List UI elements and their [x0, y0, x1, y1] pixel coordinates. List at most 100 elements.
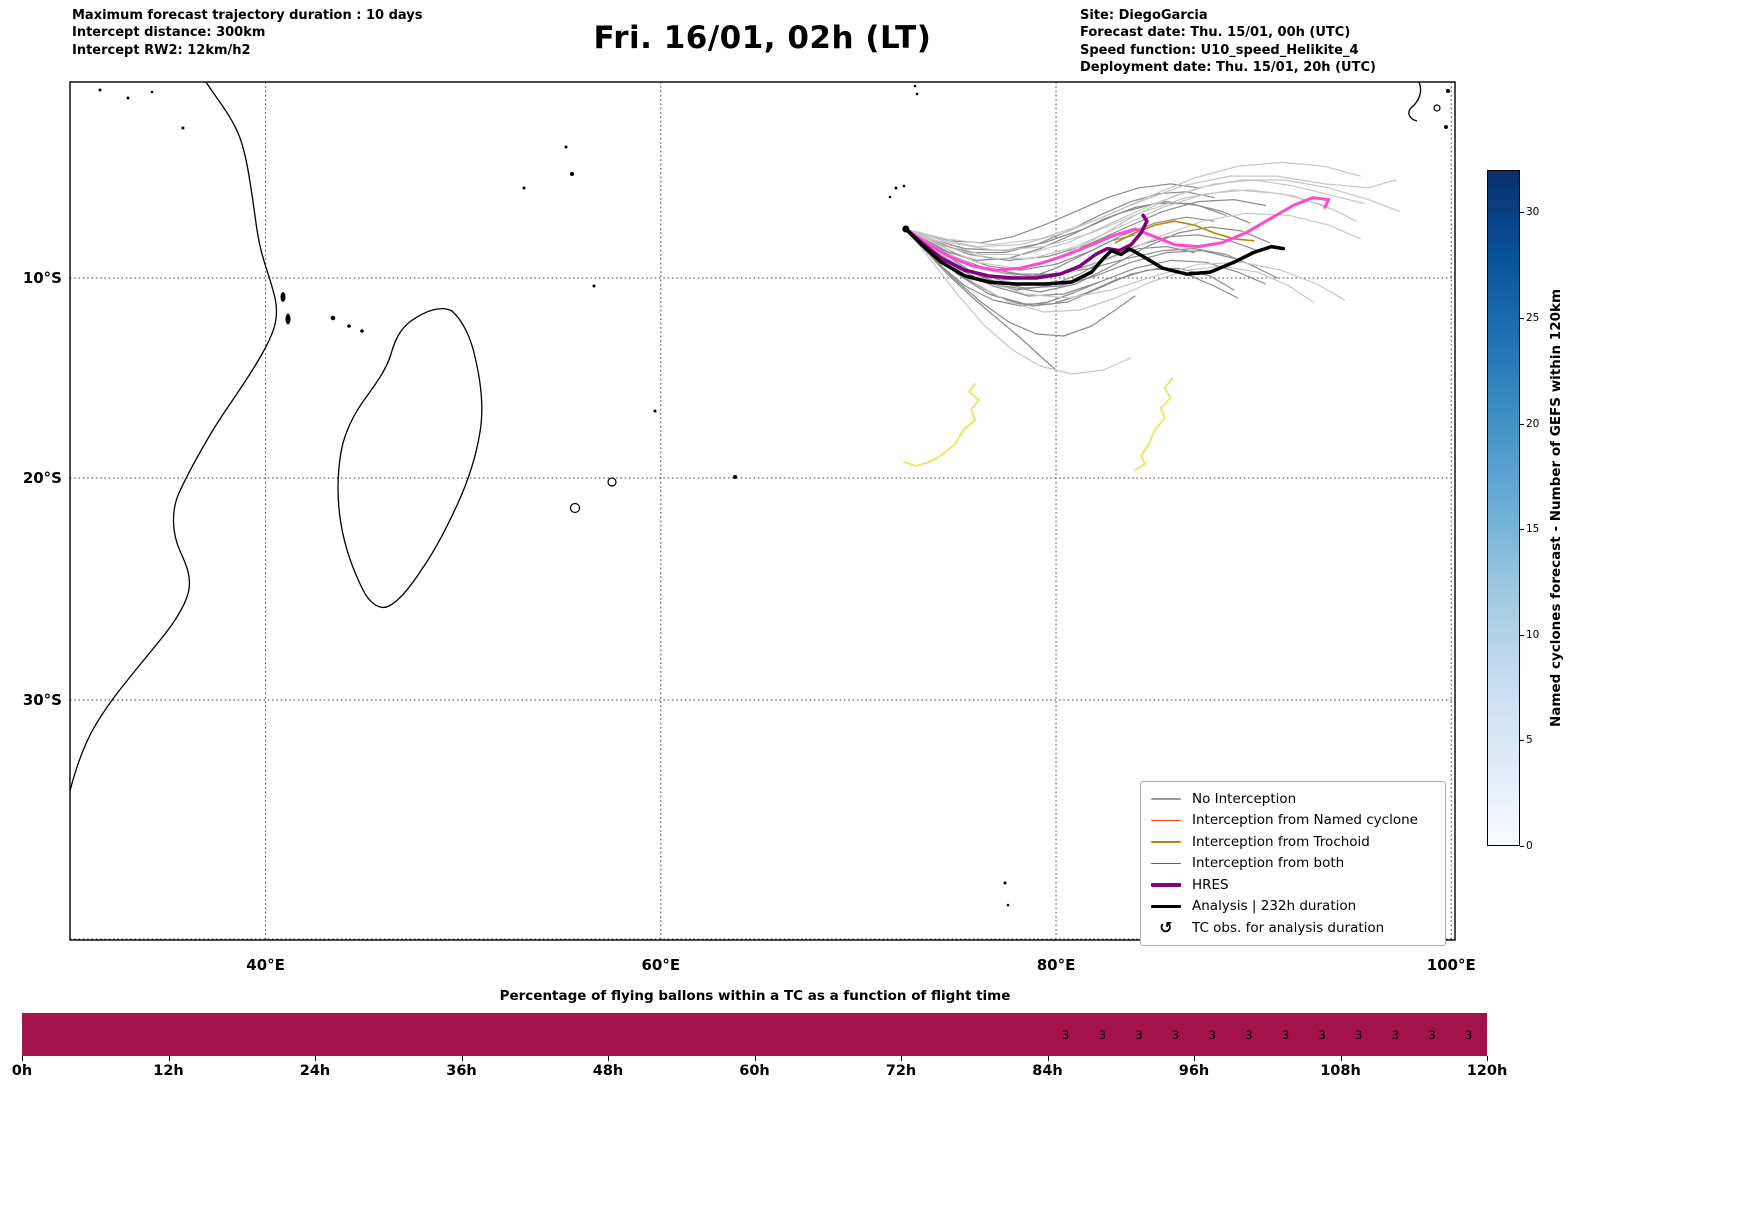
hour-tickmark: [1047, 1056, 1049, 1061]
x-axis-tick-label: 80°E: [1037, 956, 1076, 974]
hour-tickmark: [1487, 1056, 1488, 1061]
colorbar-tickmark: [1520, 529, 1524, 531]
track-yellow: [1134, 377, 1174, 471]
balloon-count-label: 3: [1245, 1027, 1253, 1042]
legend-label: No Interception: [1192, 790, 1297, 807]
hour-tick-label: 0h: [11, 1063, 33, 1079]
balloon-count-label: 3: [1318, 1027, 1326, 1042]
tc-obs-symbol: ↺: [1159, 917, 1173, 937]
map-legend: No Interception Interception from Named c…: [1140, 781, 1446, 946]
hour-tick-label: 24h: [299, 1063, 331, 1079]
hour-tickmark: [754, 1056, 756, 1061]
balloon-count-label: 3: [1135, 1027, 1143, 1042]
legend-item: HRES: [1151, 874, 1435, 896]
balloon-count-label: 3: [1172, 1027, 1180, 1042]
figure-title: Fri. 16/01, 02h (LT): [593, 20, 932, 56]
coastlines: [69, 81, 1450, 907]
deployment-start-marker: [902, 225, 910, 233]
track-hres: [904, 213, 1149, 280]
trajectory-tracks: [902, 161, 1401, 471]
small-islands: [98, 84, 1450, 907]
legend-label: Interception from Trochoid: [1192, 833, 1370, 850]
forecast-date-text: Forecast date: Thu. 15/01, 00h (UTC): [1080, 25, 1351, 41]
legend-line-sample: [1151, 883, 1181, 887]
hour-tick-label: 12h: [153, 1063, 184, 1079]
balloon-count-label: 3: [1098, 1027, 1107, 1042]
colorbar-tickmark: [1520, 317, 1524, 319]
coastline-northeast-islands: [1408, 81, 1422, 122]
colorbar-tick-label: 30: [1526, 206, 1540, 219]
legend-item: Analysis | 232h duration: [1151, 896, 1435, 918]
colorbar-label: Named cyclones forecast - Number of GEFS…: [1548, 288, 1564, 728]
balloon-count-label: 3: [1062, 1027, 1070, 1042]
balloon-count-label: 3: [1355, 1027, 1363, 1042]
y-axis-tick-label: 20°S: [23, 469, 62, 487]
legend-item: No Interception: [1151, 788, 1435, 810]
legend-label: Analysis | 232h duration: [1192, 898, 1357, 915]
track-analysis: [904, 227, 1286, 286]
colorbar-tick-label: 25: [1526, 311, 1540, 324]
balloon-count-label: 3: [1391, 1027, 1400, 1042]
legend-label: Interception from Named cyclone: [1192, 812, 1418, 829]
legend-item: Interception from Trochoid: [1151, 831, 1435, 853]
hour-tickmark: [168, 1056, 170, 1061]
intercept-rw2-text: Intercept RW2: 12km/h2: [72, 42, 251, 58]
legend-item: Interception from both: [1151, 853, 1435, 875]
hour-tickmark: [315, 1056, 316, 1061]
site-text: Site: DiegoGarcia: [1080, 8, 1208, 23]
track-gray_light: [905, 228, 1132, 375]
colorbar-tickmark: [1520, 634, 1524, 636]
colorbar-tickmark: [1520, 846, 1524, 847]
forecast-params-block: Maximum forecast trajectory duration : 1…: [72, 7, 423, 59]
legend-label: HRES: [1192, 876, 1229, 893]
track-gray_dark: [905, 228, 1057, 371]
map-frame: [69, 81, 1456, 941]
legend-label: TC obs. for analysis duration: [1192, 919, 1385, 936]
colorbar-tick-label: 10: [1526, 628, 1540, 641]
track-gray_dark: [905, 183, 1199, 244]
y-axis-tick-label: 10°S: [23, 269, 62, 287]
x-axis-tick-label: 60°E: [642, 956, 681, 974]
legend-line-sample: [1151, 819, 1181, 821]
balloon-count-label: 3: [1208, 1027, 1216, 1042]
track-gray_light: [905, 175, 1397, 246]
colorbar-tickmark: [1520, 740, 1524, 742]
map-axis-labels: 40°E 60°E 80°E 100°E 10°S 20°S 30°S: [23, 269, 1476, 974]
x-axis-tick-label: 40°E: [246, 956, 285, 974]
speed-function-text: Speed function: U10_speed_Helikite_4: [1080, 42, 1359, 58]
hour-tickmark: [461, 1056, 463, 1061]
track-gray_dark: [905, 202, 1251, 252]
hour-tickmark: [1340, 1056, 1342, 1061]
hour-tick-label: 120h: [1466, 1063, 1508, 1079]
bottom-chart-title: Percentage of flying ballons within a TC…: [499, 988, 1011, 1004]
hour-tickmark: [1194, 1056, 1195, 1061]
balloon-count-label: 3: [1465, 1027, 1473, 1042]
balloon-count-label: 3: [1428, 1027, 1436, 1042]
hour-tickmark: [901, 1056, 902, 1061]
colorbar-tick-label: 15: [1526, 523, 1540, 536]
hour-tick-label: 60h: [739, 1063, 770, 1079]
colorbar: [1487, 170, 1520, 846]
hour-tick-label: 72h: [885, 1063, 917, 1079]
legend-line-sample: [1151, 904, 1181, 908]
track-yellow: [903, 383, 980, 467]
hour-tick-label: 48h: [592, 1063, 624, 1079]
site-info-block: Site: DiegoGarcia Forecast date: Thu. 15…: [1080, 7, 1376, 77]
colorbar-tick-label: 20: [1526, 417, 1540, 430]
hour-tickmark: [608, 1056, 609, 1061]
hour-tick-label: 36h: [446, 1063, 477, 1079]
hour-tick-label: 84h: [1032, 1063, 1063, 1079]
colorbar-tickmark: [1520, 212, 1524, 214]
colorbar-tick-label: 5: [1526, 734, 1533, 747]
deployment-date-text: Deployment date: Thu. 15/01, 20h (UTC): [1080, 60, 1376, 76]
legend-line-sample: [1151, 841, 1181, 843]
track-gray_light: [905, 189, 1358, 252]
legend-label: Interception from both: [1192, 855, 1345, 872]
coastline-madagascar: [337, 307, 483, 608]
hour-tickmark: [22, 1056, 23, 1061]
track-gray_dark: [905, 226, 1271, 293]
hour-tick-label: 108h: [1320, 1063, 1361, 1079]
y-axis-tick-label: 30°S: [23, 691, 62, 709]
legend-line-sample: [1151, 798, 1181, 800]
